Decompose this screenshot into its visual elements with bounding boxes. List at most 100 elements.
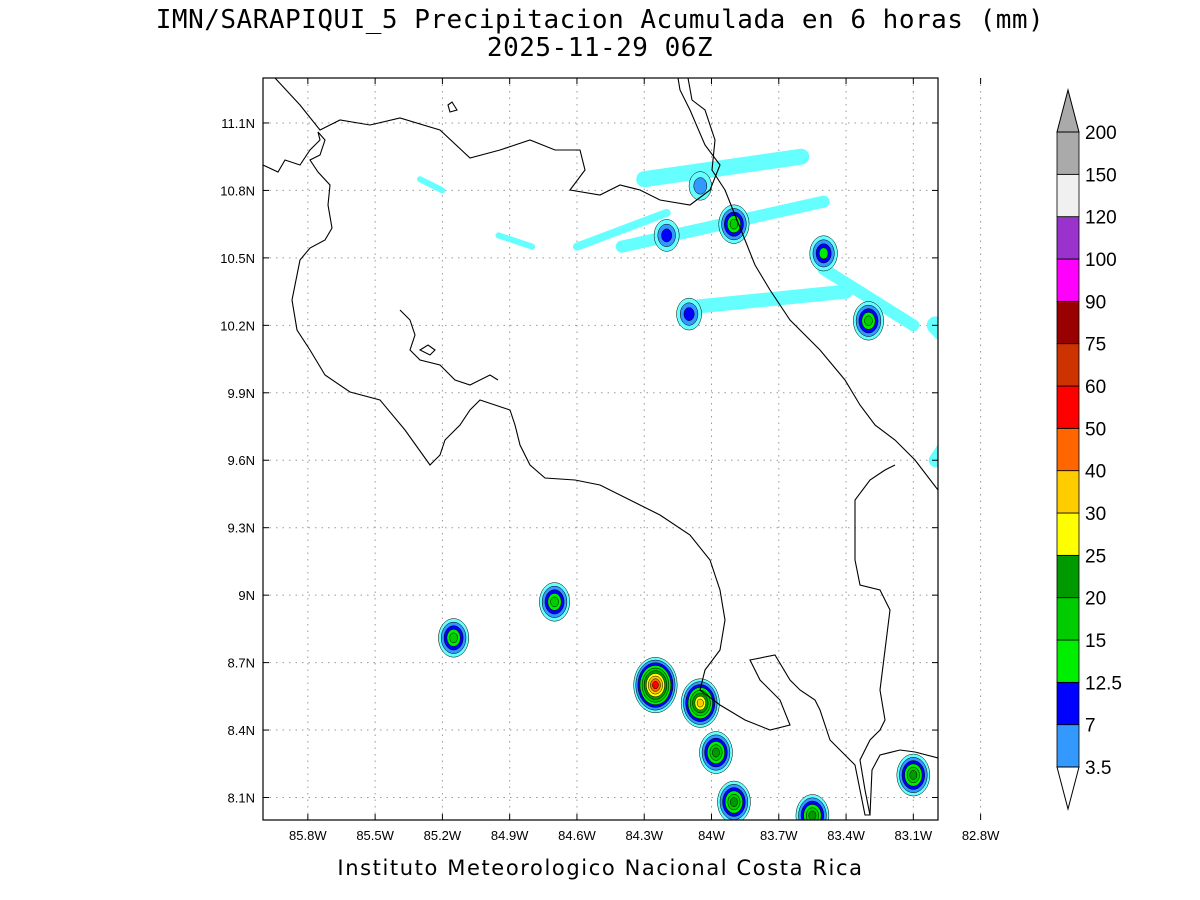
lat-tick-label: 11.1N <box>221 116 255 131</box>
colorbar-box <box>1056 131 1080 175</box>
precip-contour <box>550 596 559 608</box>
precip-contour <box>960 369 979 393</box>
colorbar-box <box>1056 427 1080 472</box>
precip-contour <box>954 362 984 401</box>
precip-contour <box>729 218 739 230</box>
axis-ticks: 85.8W 85.5W 85.2W 84.9W 84.6W 84.3W 84W 83.7W 83… <box>220 78 1000 843</box>
precip-contour <box>966 778 996 816</box>
colorbar-box <box>1056 343 1080 387</box>
rain-band <box>817 263 920 332</box>
lat-tick-label: 9N <box>238 588 255 603</box>
colorbar-high-triangle <box>1056 88 1080 133</box>
plot-frame <box>262 77 939 821</box>
rain-band <box>926 316 938 341</box>
colorbar-label: 30 <box>1085 504 1106 525</box>
lat-tick-label: 9.3N <box>228 521 255 536</box>
lat-tick-label: 8.1N <box>228 791 255 806</box>
precip-contour <box>683 307 695 321</box>
colorbar-label: 20 <box>1085 589 1106 610</box>
precip-contour <box>1005 792 1024 816</box>
lon-tick-label: 83.4W <box>827 828 865 843</box>
precip-contour <box>979 348 1004 379</box>
precip-contour <box>652 681 659 690</box>
lon-tick-label: 84W <box>698 828 725 843</box>
precip-contour <box>949 325 967 347</box>
precip-contour <box>661 228 673 243</box>
colorbar-label: 25 <box>1085 546 1106 567</box>
precip-contour <box>952 329 964 345</box>
precip-contour <box>818 247 829 260</box>
colorbar-label: 90 <box>1085 292 1106 313</box>
nicaragua-coast <box>274 78 721 206</box>
lon-tick-label: 84.3W <box>625 828 663 843</box>
precip-contour <box>988 359 996 369</box>
precip-contour <box>1007 796 1020 813</box>
colorbar-label: 7 <box>1085 716 1096 737</box>
precip-contour <box>947 322 970 351</box>
precip-contour <box>944 319 972 354</box>
colorbar-box <box>1056 724 1080 768</box>
colorbar-label: 15 <box>1085 631 1106 652</box>
colorbar-label: 100 <box>1085 250 1117 271</box>
lon-tick-label: 83.1W <box>895 828 933 843</box>
lon-tick-label: 84.9W <box>491 828 529 843</box>
rain-band <box>636 148 810 188</box>
colorbar-box <box>1056 173 1080 218</box>
rain-band <box>495 232 536 250</box>
lat-tick-label: 10.2N <box>220 318 255 333</box>
caribbean-coast <box>687 78 938 491</box>
colorbar-box <box>1056 470 1080 514</box>
colorbar-label: 200 <box>1085 123 1117 144</box>
precip-contour <box>696 698 704 708</box>
precip-contour <box>730 797 738 807</box>
precip-contour <box>955 332 962 341</box>
panama-border <box>869 749 938 816</box>
precip-contour <box>942 316 975 358</box>
precip-contour <box>712 747 720 758</box>
colorbar-label: 60 <box>1085 377 1106 398</box>
precip-contour <box>985 355 998 372</box>
lon-tick-label: 85.2W <box>424 828 462 843</box>
lat-lon-grid <box>263 78 982 820</box>
colorbar-box <box>1056 512 1080 556</box>
precip-contour <box>976 477 985 488</box>
precip-contour <box>965 377 973 387</box>
lat-tick-label: 8.4N <box>228 723 255 738</box>
lat-tick-label: 10.8N <box>220 183 255 198</box>
precip-contour <box>449 632 458 644</box>
lat-tick-label: 9.9N <box>228 386 255 401</box>
precip-contour <box>982 351 1001 375</box>
colorbar-label: 120 <box>1085 208 1117 229</box>
lon-tick-label: 85.5W <box>356 828 394 843</box>
lake-island <box>447 101 458 113</box>
precip-contour <box>693 177 708 195</box>
precip-contour <box>864 315 873 327</box>
colorbar-box <box>1056 681 1080 726</box>
precip-contour <box>957 366 982 397</box>
colorbar-box <box>1056 597 1080 641</box>
nicoya-gulf <box>399 309 499 386</box>
precipitation-field <box>416 148 1029 824</box>
colorbar-low-triangle <box>1056 766 1080 811</box>
precip-contour <box>999 785 1029 824</box>
coastline-borders <box>263 78 938 816</box>
rain-band <box>682 284 854 315</box>
precip-contour <box>808 810 817 820</box>
precip-contour <box>963 373 976 390</box>
colorbar-label: 12.5 <box>1085 673 1122 694</box>
lat-tick-label: 8.7N <box>228 656 255 671</box>
colorbar-label: 150 <box>1085 165 1117 186</box>
colorbar-label: 75 <box>1085 335 1106 356</box>
map-datetime: 2025-11-29 06Z <box>486 33 714 63</box>
map-title: IMN/SARAPIQUI_5 Precipitacion Acumulada … <box>155 5 1045 35</box>
lat-tick-label: 9.6N <box>228 453 255 468</box>
footer-credit: Instituto Meteorologico Nacional Costa R… <box>337 856 864 880</box>
chira-island <box>418 344 436 356</box>
precip-contour <box>909 770 918 780</box>
precip-contour <box>972 786 990 809</box>
rain-band <box>572 208 671 251</box>
colorbar-label: 40 <box>1085 462 1106 483</box>
colorbar-box <box>1056 385 1080 429</box>
lon-tick-label: 85.8W <box>289 828 327 843</box>
